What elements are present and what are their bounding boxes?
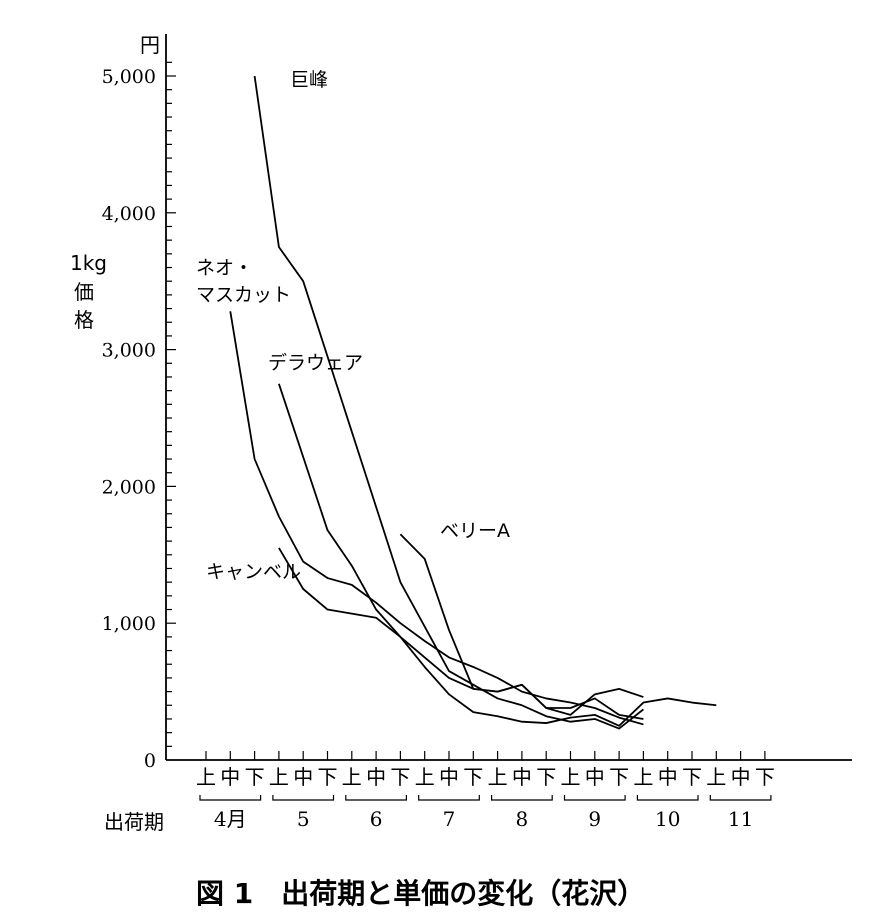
x-period-label: 中 — [731, 765, 751, 789]
series-line — [253, 75, 644, 730]
x-period-label: 上 — [706, 765, 726, 789]
month-bracket — [636, 795, 699, 801]
x-period-label: 中 — [658, 765, 678, 789]
series-label-neo-muscat-line-1: ネオ・ — [196, 257, 253, 279]
x-period-label: 下 — [682, 765, 702, 789]
x-period-label: 下 — [245, 765, 265, 789]
series-line — [399, 533, 644, 716]
x-axis-label: 出荷期 — [104, 810, 164, 834]
series-label-delaware: デラウェア — [268, 352, 363, 374]
x-period-label: 中 — [293, 765, 313, 789]
y-tick-label: 0 — [144, 750, 156, 772]
month-label: 7 — [443, 807, 456, 831]
x-period-label: 上 — [561, 765, 581, 789]
x-period-label: 上 — [415, 765, 435, 789]
series-label-neo-muscat-line-2: マスカット — [196, 284, 291, 306]
month-label: 8 — [516, 807, 529, 831]
y-axis-label-line-2: 価 — [74, 280, 94, 304]
axes — [165, 34, 852, 761]
x-period-label: 中 — [439, 765, 459, 789]
month-label: 5 — [297, 807, 310, 831]
x-period-label: 下 — [536, 765, 556, 789]
x-period-label: 上 — [488, 765, 508, 789]
x-period-label: 下 — [318, 765, 338, 789]
x-period-label: 中 — [366, 765, 386, 789]
month-label: 11 — [728, 807, 753, 831]
x-period-label: 中 — [512, 765, 532, 789]
month-bracket — [418, 795, 480, 801]
month-label: 10 — [655, 807, 680, 831]
x-period-label: 下 — [463, 765, 483, 789]
month-bracket — [491, 795, 553, 801]
month-bracket — [272, 795, 335, 801]
month-label: 6 — [370, 807, 383, 831]
series-label-kyoho: 巨峰 — [290, 69, 328, 91]
x-period-label: 下 — [755, 765, 775, 789]
x-period-label: 上 — [342, 765, 362, 789]
series-line — [278, 547, 717, 727]
x-period-label: 下 — [609, 765, 629, 789]
series-line — [229, 311, 644, 726]
month-bracket — [199, 795, 262, 801]
y-axis-label-line-1: 1kg — [70, 251, 107, 275]
series-label-berry-a: ベリーA — [440, 520, 510, 542]
x-period-label: 上 — [269, 765, 289, 789]
month-label: 4月 — [214, 807, 247, 831]
series-lines — [229, 75, 717, 730]
x-period-label: 上 — [196, 765, 216, 789]
y-tick-label: 4,000 — [102, 203, 156, 225]
month-label: 9 — [588, 807, 601, 831]
y-unit-label: 円 — [140, 33, 160, 57]
x-period-label: 中 — [220, 765, 240, 789]
series-label-campbell: キャンベル — [206, 561, 301, 583]
y-ticks: 0 1,000 2,000 3,000 4,000 5,000 — [102, 66, 156, 772]
y-tick-label: 5,000 — [102, 66, 156, 88]
y-tick-label: 1,000 — [102, 613, 156, 635]
month-bracket — [345, 795, 407, 801]
x-period-label: 上 — [633, 765, 653, 789]
x-axis-labels: 上中下上中下上中下上中下上中下上中下上中下上中下4月 5 6 7 8 9 10 11 — [196, 751, 775, 831]
y-axis-label-line-3: 格 — [74, 308, 94, 332]
month-bracket — [563, 795, 626, 801]
y-tick-label: 3,000 — [102, 340, 156, 362]
x-period-label: 下 — [390, 765, 410, 789]
y-tick-label: 2,000 — [102, 476, 156, 498]
x-period-label: 中 — [585, 765, 605, 789]
chart-caption: 図 1 出荷期と単価の変化（花沢） — [196, 877, 645, 910]
series-line — [278, 383, 644, 720]
month-bracket — [709, 795, 772, 801]
